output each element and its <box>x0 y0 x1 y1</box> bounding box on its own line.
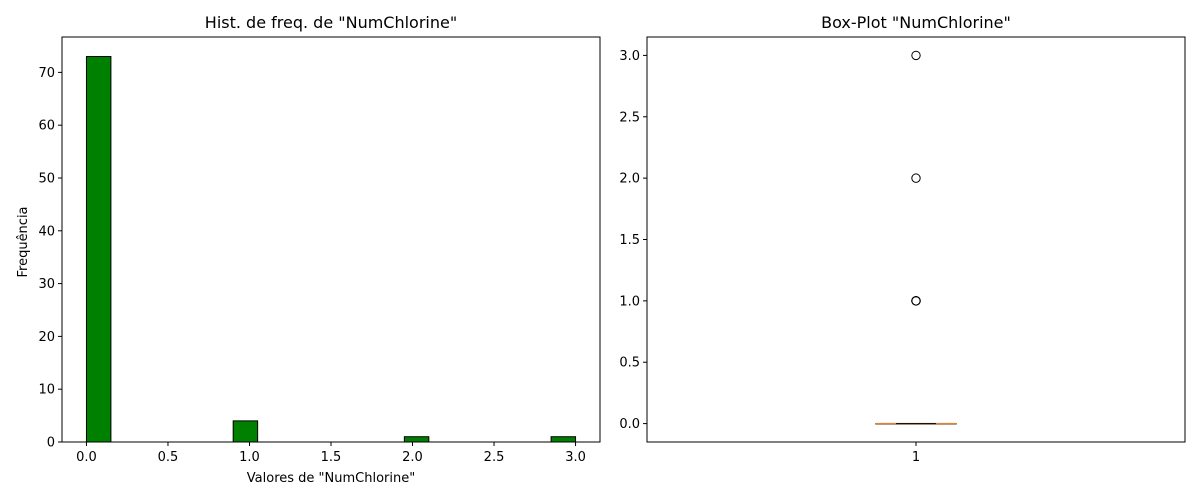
boxplot-x-tick-label: 1 <box>912 450 920 465</box>
histogram-y-label: Frequência <box>16 206 31 277</box>
histogram-y-tick-label: 10 <box>38 383 55 398</box>
histogram-y-tick-label: 0 <box>47 436 55 451</box>
histogram-frame <box>61 36 601 443</box>
histogram-bars <box>85 56 577 443</box>
boxplot-x-ticks: 1 <box>912 442 920 465</box>
histogram-y-tick-label: 60 <box>38 119 55 134</box>
boxplot-y-tick-label: 2.0 <box>619 172 640 187</box>
boxplot-title: Box-Plot "NumChlorine" <box>821 13 1011 32</box>
boxplot-y-tick-label: 0.0 <box>619 417 640 432</box>
boxplot-outlier-4 <box>911 173 921 183</box>
boxplot-y-tick-label: 3.0 <box>619 49 640 64</box>
histogram-panel: Hist. de freq. de "NumChlorine" 0.0 0.5 1.… <box>16 13 601 486</box>
boxplot-y-tick-label: 1.5 <box>619 233 640 248</box>
histogram-x-tick-label: 3.0 <box>565 450 586 465</box>
histogram-y-tick-label: 20 <box>38 330 55 345</box>
histogram-bar-0 <box>85 56 112 443</box>
boxplot-y-tick-label: 2.5 <box>619 110 640 125</box>
histogram-x-label: Valores de "NumChlorine" <box>247 471 415 486</box>
boxplot-panel: Box-Plot "NumChlorine" 1 0.0 0.5 1.0 1.5 2.0… <box>619 13 1186 465</box>
histogram-x-tick-label: 2.0 <box>402 450 423 465</box>
histogram-y-tick-label: 50 <box>38 171 55 186</box>
boxplot-frame <box>646 36 1186 443</box>
histogram-title: Hist. de freq. de "NumChlorine" <box>205 13 457 32</box>
boxplot-y-tick-label: 0.5 <box>619 356 640 371</box>
histogram-x-tick-label: 0.5 <box>158 450 179 465</box>
histogram-y-tick-label: 70 <box>38 66 55 81</box>
histogram-y-tick-label: 30 <box>38 277 55 292</box>
histogram-bar-2 <box>403 436 430 443</box>
boxplot-y-ticks: 0.0 0.5 1.0 1.5 2.0 2.5 3.0 <box>619 49 647 432</box>
histogram-x-tick-label: 0.0 <box>76 450 97 465</box>
histogram-x-tick-label: 1.5 <box>321 450 342 465</box>
boxplot-outlier-3 <box>911 296 921 306</box>
histogram-x-ticks: 0.0 0.5 1.0 1.5 2.0 2.5 3.0 <box>76 442 586 465</box>
boxplot-y-tick-label: 1.0 <box>619 294 640 309</box>
histogram-y-tick-label: 40 <box>38 224 55 239</box>
histogram-y-ticks: 0 10 20 30 40 50 60 70 <box>38 66 62 451</box>
histogram-bar-1 <box>232 420 259 443</box>
boxplot-outlier-5 <box>911 50 921 61</box>
histogram-x-tick-label: 1.0 <box>239 450 260 465</box>
histogram-x-tick-label: 2.5 <box>484 450 505 465</box>
histogram-bar-3 <box>550 436 577 443</box>
boxplot-body <box>875 50 957 425</box>
